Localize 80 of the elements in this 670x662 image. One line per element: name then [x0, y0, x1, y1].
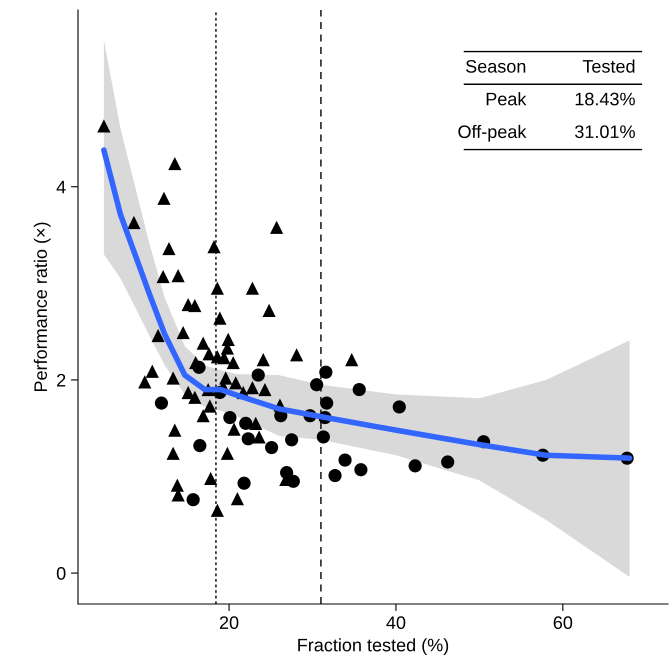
- point: [230, 492, 244, 506]
- point: [210, 282, 224, 295]
- annotation: 31.01%: [575, 125, 635, 138]
- point: [188, 298, 202, 312]
- y-tick-label: 0: [56, 567, 66, 580]
- point: [97, 119, 110, 132]
- point: [186, 493, 200, 506]
- point: [290, 348, 304, 362]
- point: [127, 216, 140, 230]
- point: [226, 356, 240, 370]
- point: [310, 378, 324, 392]
- point: [262, 304, 276, 317]
- y-tick-label: 2: [57, 374, 66, 386]
- point: [213, 312, 226, 325]
- annotation: Off-peak: [458, 124, 526, 142]
- annotation: 18.43%: [576, 92, 635, 106]
- point: [286, 474, 300, 488]
- point: [166, 371, 180, 385]
- annotation: Tested: [582, 60, 634, 73]
- point: [170, 478, 184, 492]
- point: [249, 416, 262, 430]
- point: [345, 353, 358, 366]
- point: [265, 440, 278, 454]
- y-axis-title: Performance ratio (×): [34, 222, 51, 392]
- point: [239, 416, 252, 430]
- point: [252, 430, 266, 444]
- point: [285, 433, 298, 446]
- point: [182, 386, 195, 400]
- annotation: Peak: [486, 92, 526, 106]
- point: [338, 454, 352, 467]
- point: [441, 455, 454, 469]
- point: [196, 409, 210, 422]
- point: [207, 240, 221, 254]
- point: [320, 396, 334, 410]
- point: [354, 463, 368, 476]
- point: [242, 432, 255, 446]
- point: [316, 430, 330, 444]
- point: [220, 446, 234, 460]
- point: [193, 439, 206, 452]
- point: [252, 368, 265, 382]
- point: [157, 192, 171, 205]
- point: [280, 466, 294, 480]
- point: [204, 472, 218, 486]
- point: [319, 366, 332, 379]
- point: [246, 381, 259, 394]
- point: [328, 468, 342, 482]
- point: [156, 270, 170, 284]
- point: [223, 411, 236, 424]
- point: [258, 382, 272, 396]
- point: [154, 396, 168, 410]
- point: [138, 375, 152, 388]
- point: [188, 390, 202, 404]
- point: [168, 156, 182, 170]
- point: [408, 459, 422, 472]
- annotation: Season: [466, 60, 526, 73]
- point: [202, 347, 216, 360]
- x-tick-label: 60: [554, 616, 572, 630]
- x-axis-title: Fraction tested (%): [298, 638, 448, 656]
- point: [270, 220, 284, 234]
- point: [256, 353, 270, 366]
- x-tick-label: 20: [220, 616, 238, 630]
- point: [146, 364, 159, 378]
- point: [246, 282, 259, 295]
- point: [210, 504, 224, 517]
- point: [152, 328, 165, 342]
- point: [392, 400, 406, 414]
- point: [166, 446, 180, 460]
- point: [192, 360, 206, 374]
- point: [227, 422, 241, 436]
- point: [229, 376, 242, 390]
- point: [352, 382, 366, 396]
- point: [176, 326, 190, 340]
- point: [237, 476, 251, 490]
- point: [203, 399, 216, 413]
- x-tick-label: 40: [386, 616, 406, 630]
- y-tick-label: 4: [56, 180, 66, 194]
- point: [162, 242, 176, 256]
- point: [196, 336, 210, 350]
- point: [168, 424, 182, 437]
- point: [172, 269, 185, 282]
